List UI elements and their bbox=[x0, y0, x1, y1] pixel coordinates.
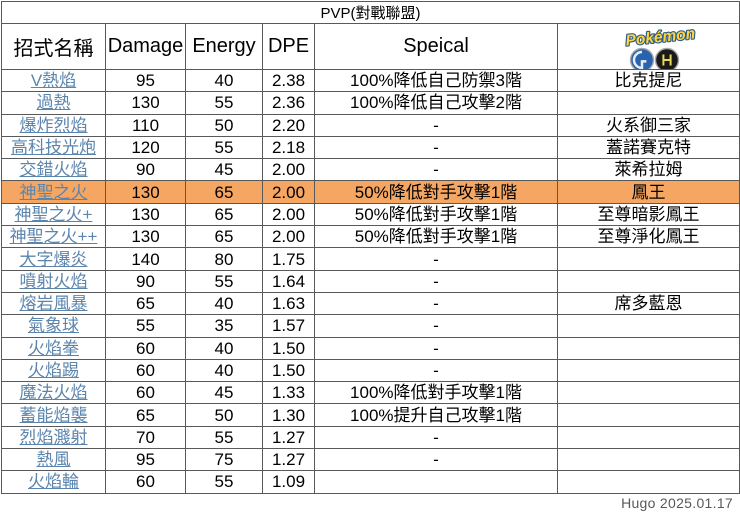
svg-text:Pokémon: Pokémon bbox=[625, 25, 696, 49]
